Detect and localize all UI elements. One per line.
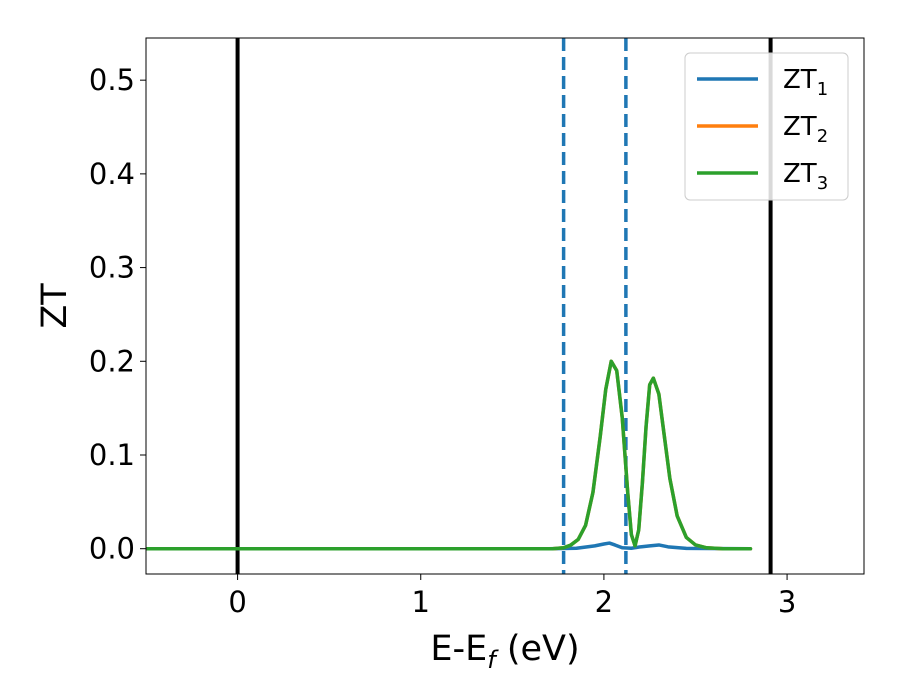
x-tick-label: 3 xyxy=(778,585,796,619)
x-tick-label: 2 xyxy=(595,585,613,619)
series-line-zt1 xyxy=(146,541,753,551)
x-tick-label: 0 xyxy=(228,585,246,619)
y-tick-label: 0.2 xyxy=(89,344,135,378)
x-tick-label: 1 xyxy=(412,585,430,619)
x-axis-ticks: 0 1 2 3 xyxy=(228,574,796,619)
y-axis-label: ZT xyxy=(35,283,75,329)
legend-label-zt2: ZT2 xyxy=(783,112,828,147)
legend-label-zt3: ZT3 xyxy=(783,159,828,194)
legend-label-zt1: ZT1 xyxy=(783,65,828,100)
x-axis-label: E-Ef (eV) xyxy=(430,629,579,674)
y-tick-label: 0.5 xyxy=(89,63,135,97)
plot-area-frame xyxy=(145,37,865,575)
y-axis-ticks: 0.0 0.1 0.2 0.3 0.4 0.5 xyxy=(89,63,146,566)
series-lines xyxy=(146,359,753,551)
legend: ZT1 ZT2 ZT3 xyxy=(684,52,849,201)
series-line-zt3 xyxy=(146,359,753,551)
y-tick-label: 0.1 xyxy=(89,438,135,472)
legend-box xyxy=(684,52,849,201)
y-tick-label: 0.0 xyxy=(89,532,135,566)
y-tick-label: 0.3 xyxy=(89,251,135,285)
y-tick-label: 0.4 xyxy=(89,157,135,191)
